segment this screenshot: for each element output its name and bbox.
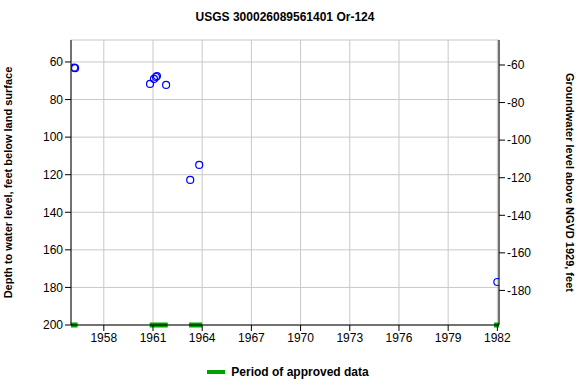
svg-text:140: 140 <box>43 206 63 220</box>
svg-text:1961: 1961 <box>140 331 167 345</box>
svg-text:80: 80 <box>50 93 64 107</box>
html-text:Period of approved data: Period of approved data <box>231 365 369 379</box>
svg-text:-140: -140 <box>507 209 531 223</box>
svg-text:1967: 1967 <box>238 331 265 345</box>
svg-text:-60: -60 <box>507 58 525 72</box>
svg-text:-120: -120 <box>507 171 531 185</box>
svg-text:1970: 1970 <box>287 331 314 345</box>
svg-text:1958: 1958 <box>90 331 117 345</box>
svg-text:-80: -80 <box>507 96 525 110</box>
svg-text:-180: -180 <box>507 284 531 298</box>
svg-text:1976: 1976 <box>386 331 413 345</box>
svg-text:1979: 1979 <box>435 331 462 345</box>
svg-text:-160: -160 <box>507 246 531 260</box>
svg-text:Depth to water level, feet bel: Depth to water level, feet below land su… <box>8 67 14 299</box>
svg-text:1973: 1973 <box>336 331 363 345</box>
svg-text:Groundwater level above NGVD 1: Groundwater level above NGVD 1929, feet <box>564 73 568 292</box>
svg-text:1964: 1964 <box>189 331 216 345</box>
svg-text:160: 160 <box>43 243 63 257</box>
html-text:USGS 300026089561401 Or-124: USGS 300026089561401 Or-124 <box>195 10 375 24</box>
svg-text:180: 180 <box>43 281 63 295</box>
svg-text:120: 120 <box>43 168 63 182</box>
svg-text:200: 200 <box>43 318 63 332</box>
svg-text:-100: -100 <box>507 133 531 147</box>
svg-text:1982: 1982 <box>484 331 511 345</box>
svg-text:60: 60 <box>50 55 64 69</box>
svg-text:100: 100 <box>43 130 63 144</box>
